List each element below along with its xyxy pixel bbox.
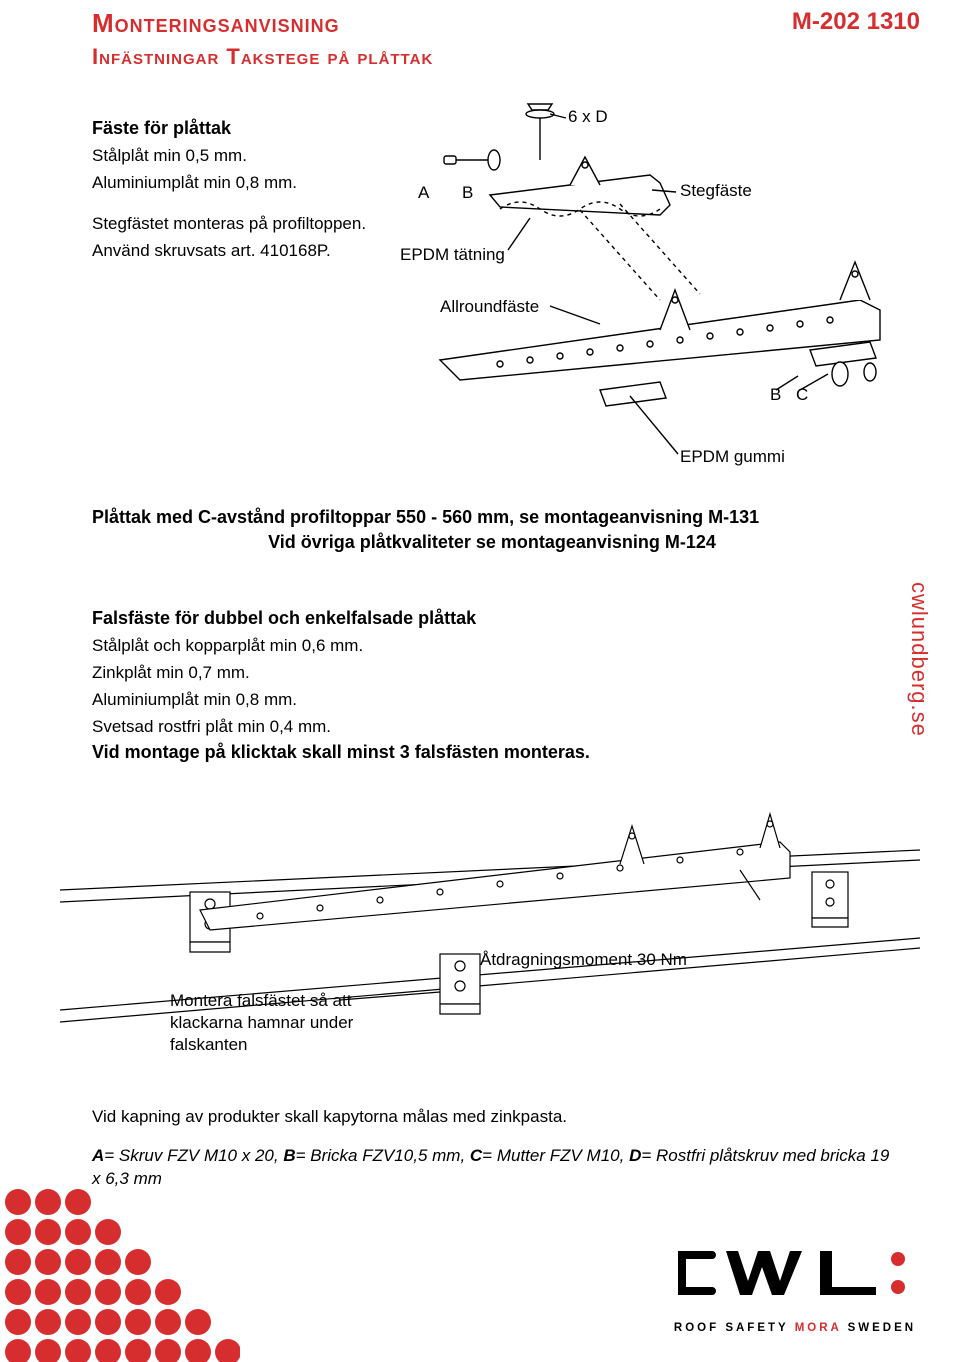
title-main: Monteringsanvisning xyxy=(92,8,340,39)
caption-torque: Åtdragningsmoment 30 Nm xyxy=(480,950,687,970)
legend-A: A xyxy=(92,1146,104,1165)
side-url: cwlundberg.se xyxy=(906,582,932,737)
label-stegfaste: Stegfäste xyxy=(680,181,752,200)
mid-line1: Plåttak med C-avstånd profiltoppar 550 -… xyxy=(92,505,892,530)
dot-art-icon xyxy=(0,1182,240,1362)
section-faste-plattak: Fäste för plåttak Stålplåt min 0,5 mm. A… xyxy=(92,118,422,267)
legend-B-txt: = Bricka FZV10,5 mm, xyxy=(296,1146,470,1165)
legend-C-txt: = Mutter FZV M10, xyxy=(482,1146,629,1165)
logo: ROOF SAFETY MORA SWEDEN xyxy=(670,1241,920,1334)
logo-tag-accent: MORA xyxy=(795,1322,842,1334)
legend-A-txt: = Skruv FZV M10 x 20, xyxy=(104,1146,283,1165)
section-falsfaste: Falsfäste för dubbel och enkelfalsade pl… xyxy=(92,608,692,743)
fals-l2: Zinkplåt min 0,7 mm. xyxy=(92,662,692,685)
logo-tag-prefix: ROOF SAFETY xyxy=(674,1322,795,1334)
falsfaste-clamp xyxy=(440,954,480,1014)
title-sub: Infästningar Takstege på plåttak xyxy=(92,44,433,70)
section1-line1: Stålplåt min 0,5 mm. xyxy=(92,145,422,168)
logo-tag-suffix: SWEDEN xyxy=(841,1322,916,1334)
label-C: C xyxy=(796,385,808,404)
diagram-stegfaste: 6 x D A B Stegfäste EPDM tätning xyxy=(400,100,900,480)
logo-tagline: ROOF SAFETY MORA SWEDEN xyxy=(670,1322,920,1334)
label-B: B xyxy=(462,183,473,202)
mid-references: Plåttak med C-avstånd profiltoppar 550 -… xyxy=(92,505,892,555)
fals-l1: Stålplåt och kopparplåt min 0,6 mm. xyxy=(92,635,692,658)
cwl-logo-icon xyxy=(670,1241,920,1311)
fals-l3: Aluminiumplåt min 0,8 mm. xyxy=(92,689,692,712)
fals-heading: Falsfäste för dubbel och enkelfalsade pl… xyxy=(92,608,692,629)
note-text: Vid montage på klicktak skall minst 3 fa… xyxy=(92,742,590,762)
caption-mount-falsfaste: Montera falsfästet så att klackarna hamn… xyxy=(170,990,390,1056)
footer-zinc-note: Vid kapning av produkter skall kapytorna… xyxy=(92,1105,892,1129)
section1-line3: Stegfästet monteras på profiltoppen. xyxy=(92,213,422,236)
legend-D: D xyxy=(629,1146,641,1165)
legend-C: C xyxy=(470,1146,482,1165)
doc-code: M-202 1310 xyxy=(792,8,920,36)
falsfaste-clamp xyxy=(812,872,848,927)
label-A: A xyxy=(418,183,430,202)
fals-l4: Svetsad rostfri plåt min 0,4 mm. xyxy=(92,716,692,739)
section1-heading: Fäste för plåttak xyxy=(92,118,422,139)
label-allroundfaste: Allroundfäste xyxy=(440,297,539,316)
section1-line4: Använd skruvsats art. 410168P. xyxy=(92,240,422,263)
section1-line2: Aluminiumplåt min 0,8 mm. xyxy=(92,172,422,195)
legend-B: B xyxy=(283,1146,295,1165)
label-6xD: 6 x D xyxy=(568,107,608,126)
label-epdm-gummi: EPDM gummi xyxy=(680,447,785,466)
mid-line2: Vid övriga plåtkvaliteter se montageanvi… xyxy=(92,530,892,555)
label-epdm-tatning: EPDM tätning xyxy=(400,245,505,264)
